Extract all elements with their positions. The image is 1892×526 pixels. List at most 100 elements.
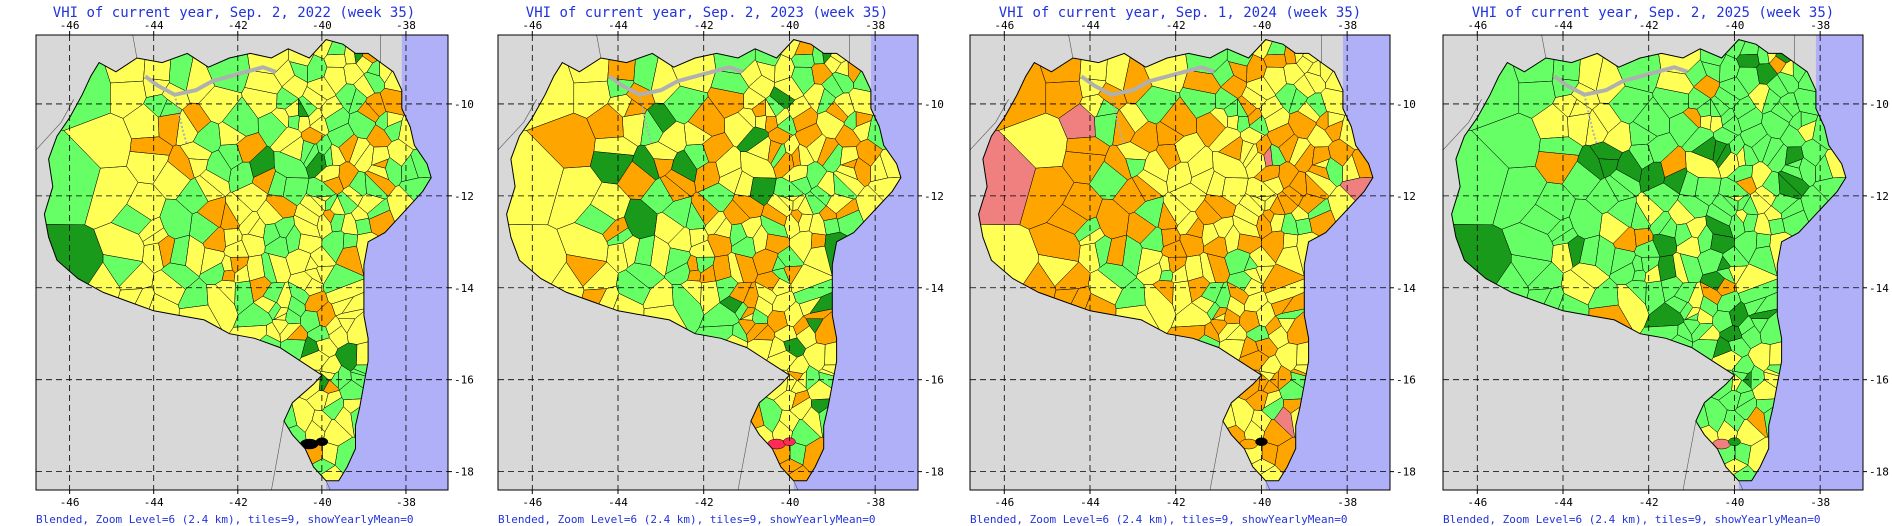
municipality-cell (832, 71, 854, 94)
municipality-cell (786, 354, 810, 374)
municipality-cell (1700, 115, 1712, 131)
municipality-cell (789, 397, 812, 420)
municipality-cell (1239, 310, 1260, 333)
x-tick-label-bottom: -44 (144, 496, 164, 509)
x-tick-label-top: -38 (1337, 19, 1357, 32)
municipality-cell (263, 223, 281, 247)
x-tick-label-bottom: -42 (1639, 496, 1659, 509)
municipality-cell (739, 312, 754, 321)
municipality-cell (797, 195, 814, 216)
panel-footer: Blended, Zoom Level=6 (2.4 km), tiles=9,… (498, 513, 876, 526)
municipality-cell (321, 230, 345, 264)
x-tick-label-top: -40 (779, 19, 799, 32)
municipality-cell (1094, 235, 1112, 268)
municipality-cell (1240, 126, 1266, 145)
atlantic-ocean (326, 35, 448, 490)
x-tick-label-top: -38 (1810, 19, 1830, 32)
municipality-cell (729, 223, 748, 247)
municipality-cell (272, 312, 287, 321)
municipality-cell (1237, 98, 1249, 117)
panel-footer: Blended, Zoom Level=6 (2.4 km), tiles=9,… (970, 513, 1348, 526)
municipality-cell (833, 172, 858, 200)
x-tick-label-bottom: -46 (522, 496, 542, 509)
municipality-cell (281, 74, 308, 99)
municipality-cell (1742, 195, 1759, 216)
atlantic-ocean (793, 35, 918, 490)
municipality-cell (1074, 216, 1101, 242)
x-tick-label-bottom: -38 (1810, 496, 1830, 509)
municipality-cell (238, 211, 261, 236)
municipality-cell (294, 202, 320, 227)
municipality-cell (1161, 228, 1181, 248)
municipality-cell (1748, 83, 1770, 114)
panel-title: VHI of current year, Sep. 2, 2023 (week … (526, 5, 888, 21)
y-tick-label: -10 (454, 98, 474, 111)
municipality-cell (1159, 96, 1197, 137)
municipality-cell (158, 235, 176, 268)
municipality-cell (1129, 120, 1159, 153)
municipality-cell (366, 124, 393, 148)
municipality-cell (1701, 61, 1721, 83)
municipality-cell (348, 110, 376, 140)
x-tick-label-bottom: -40 (779, 496, 799, 509)
municipality-cell (129, 136, 174, 156)
y-tick-label: -18 (924, 466, 944, 479)
map-body (36, 35, 448, 490)
neighbor-border (793, 480, 799, 490)
municipality-cell (329, 195, 346, 216)
municipality-cell (159, 98, 183, 117)
municipality-cell (1777, 71, 1799, 94)
x-tick-label-top: -44 (1080, 19, 1100, 32)
municipality-cell (640, 177, 674, 215)
municipality-cell (1770, 100, 1794, 123)
municipality-cell (1547, 216, 1574, 242)
municipality-cell (1261, 397, 1284, 420)
municipality-cell (1761, 110, 1790, 140)
municipality-cell (175, 177, 209, 215)
municipality-cell (1233, 202, 1260, 227)
municipality-cell (704, 211, 727, 236)
municipality-cell (687, 96, 725, 137)
municipality-cell (1712, 310, 1733, 333)
municipality-cell (702, 132, 734, 163)
x-tick-label-bottom: -44 (608, 496, 628, 509)
panel-title: VHI of current year, Sep. 2, 2025 (week … (1472, 5, 1834, 21)
municipality-cell (689, 228, 709, 248)
x-tick-label-bottom: -42 (228, 496, 248, 509)
municipality-cell (1663, 167, 1688, 195)
municipality-cell (755, 115, 767, 131)
municipality-cell (1112, 177, 1146, 215)
x-tick-label-top: -46 (522, 19, 542, 32)
municipality-cell (1713, 126, 1739, 145)
municipality-cell (1211, 312, 1226, 321)
municipality-cell (289, 61, 308, 83)
municipality-cell (288, 115, 300, 131)
municipality-cell (855, 111, 874, 127)
municipality-cell (1664, 295, 1688, 314)
municipality-cell (309, 115, 330, 136)
municipality-cell (791, 53, 815, 68)
x-tick-label-bottom: -42 (694, 496, 714, 509)
neighbor-border (737, 421, 752, 490)
municipality-cell (300, 126, 326, 145)
panel-title: VHI of current year, Sep. 2, 2022 (week … (53, 5, 415, 21)
municipality-cell (748, 74, 775, 99)
municipality-cell (1569, 98, 1593, 117)
municipality-cell (1227, 115, 1239, 131)
municipality-cell (657, 120, 687, 153)
x-tick-label-top: -46 (994, 19, 1014, 32)
neighbor-border (1265, 480, 1271, 490)
municipality-cell (1191, 295, 1215, 314)
municipality-cell (1634, 228, 1654, 248)
municipality-cell (1632, 96, 1670, 137)
municipality-cell (1241, 86, 1268, 109)
municipality-cell (335, 83, 357, 114)
municipality-cell (789, 230, 813, 264)
x-tick-label-bottom: -38 (1337, 496, 1357, 509)
y-tick-label: -16 (1396, 374, 1416, 387)
municipality-cell (834, 124, 861, 148)
municipality-cell (298, 98, 310, 117)
municipality-cell (1585, 177, 1619, 215)
x-tick-label-top: -38 (396, 19, 416, 32)
